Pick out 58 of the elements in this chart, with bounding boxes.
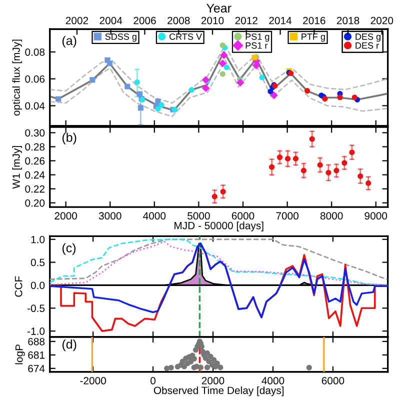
legend-label: PS1 g xyxy=(246,33,270,42)
x-tick-label: 5000 xyxy=(188,212,210,220)
x-axis-title: Observed Time Delay [days] xyxy=(154,386,284,396)
x2-tick-label: 2008 xyxy=(168,16,190,24)
x2-tick-label: 2020 xyxy=(370,16,394,24)
x2-tick-label: 2018 xyxy=(336,16,360,24)
legend-label: CRTS V xyxy=(170,33,202,40)
y-tick-label: 681 xyxy=(28,351,45,359)
x2-tick-label: 2012 xyxy=(235,16,258,24)
x-tick-label: 3000 xyxy=(98,212,122,220)
y-tick-label: -0.5 xyxy=(28,304,45,312)
legend-label: PS1 r xyxy=(246,42,268,49)
legend-label: DES g xyxy=(356,33,380,42)
x-tick-label: 9000 xyxy=(364,212,388,220)
y-tick-label: 688 xyxy=(28,338,45,346)
annotation: (a) xyxy=(62,36,76,48)
y-tick-label: 0.22 xyxy=(25,185,44,193)
x-tick-label: 6000 xyxy=(322,377,344,384)
y-tick-label: 674 xyxy=(28,364,45,372)
y-axis-title: CCF xyxy=(14,276,22,297)
x-tick-label: 2000 xyxy=(202,377,224,384)
legend-label: DES r xyxy=(356,42,379,49)
y-tick-label: 0.20 xyxy=(25,199,45,207)
x2-tick-label: 2016 xyxy=(303,16,326,24)
y-tick-label: 0.0 xyxy=(30,282,45,290)
x2-tick-label: 2002 xyxy=(66,16,88,24)
y-tick-label: 1.0 xyxy=(31,236,45,244)
y-axis-title: optical flux [mJy] xyxy=(12,40,22,116)
x2-tick-label: 2006 xyxy=(134,16,156,24)
legend-label: PTF g xyxy=(302,34,325,42)
x2-axis-title: Year xyxy=(206,4,232,13)
x2-tick-label: 2014 xyxy=(269,16,292,24)
y-tick-label: 0.26 xyxy=(25,157,45,165)
x-tick-label: 8000 xyxy=(320,212,343,220)
annotation: (c) xyxy=(62,243,76,255)
y-tick-label: 0.30 xyxy=(25,129,45,137)
x-tick-label: 2000 xyxy=(54,212,77,220)
y-tick-label: 0.06 xyxy=(25,75,45,83)
x-tick-label: 4000 xyxy=(262,377,284,384)
x-tick-label: -2000 xyxy=(80,377,106,384)
x-tick-label: 4000 xyxy=(143,212,166,220)
y-axis-title: W1 [mJy] xyxy=(12,146,22,189)
x-tick-label: 6000 xyxy=(232,212,254,220)
x-tick-label: 0 xyxy=(150,377,156,384)
x-tick-label: 7000 xyxy=(276,212,298,220)
x2-tick-label: 2010 xyxy=(201,16,224,24)
y-tick-label: 0.08 xyxy=(25,48,45,56)
y-axis-title: logP xyxy=(15,344,25,364)
x2-tick-label: 2004 xyxy=(100,16,122,24)
annotation: (b) xyxy=(62,132,76,144)
x-axis-title: MJD - 50000 [days] xyxy=(174,222,264,232)
y-tick-label: -1.0 xyxy=(28,328,45,335)
y-tick-label: 0.04 xyxy=(25,102,45,110)
y-tick-label: 0.5 xyxy=(30,258,45,266)
y-tick-label: 0.24 xyxy=(25,171,45,179)
y-tick-label: 0.28 xyxy=(25,143,45,151)
legend-label: SDSS g xyxy=(105,33,136,42)
annotation: (d) xyxy=(62,339,76,352)
